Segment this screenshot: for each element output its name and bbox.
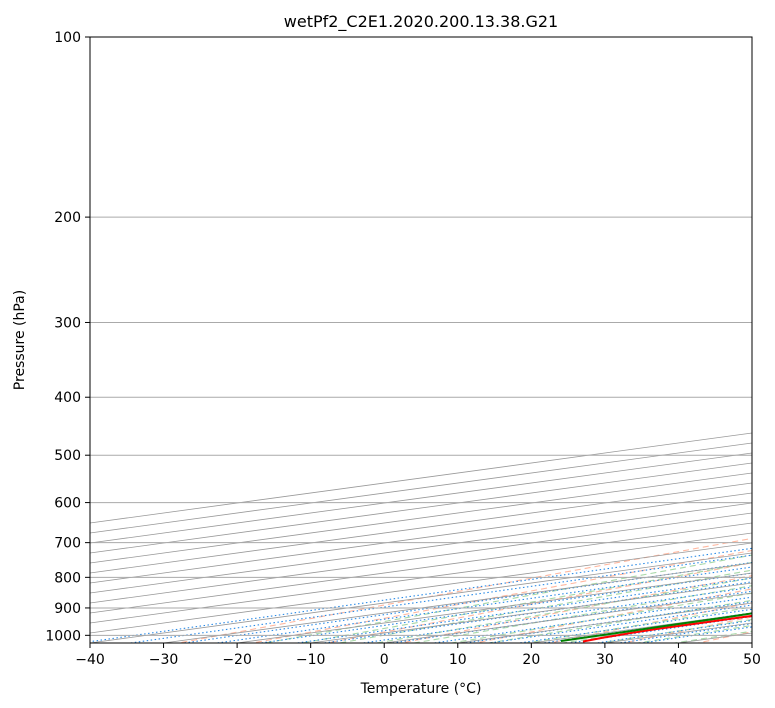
y-tick-label: 600 <box>54 496 81 512</box>
mixing-ratio-line <box>90 547 752 643</box>
isotherm-line <box>90 442 752 534</box>
isotherm-line <box>678 632 752 643</box>
dry-adiabats <box>175 24 775 648</box>
moist-adiabat-line <box>410 585 752 643</box>
x-axis-label: Temperature (°C) <box>360 681 482 697</box>
isotherm-line <box>90 532 752 624</box>
dry-adiabat-line <box>472 588 752 643</box>
moist-adiabat-line <box>670 630 752 643</box>
moist-adiabat-line <box>559 612 752 643</box>
mixing-ratio-line <box>592 619 752 643</box>
dry-adiabat-line <box>546 602 752 643</box>
isotherm-line <box>90 452 752 544</box>
x-tick-label: 40 <box>670 652 688 668</box>
x-tick-label: 30 <box>596 652 614 668</box>
dry-adiabat-line <box>175 537 752 643</box>
y-tick-label: 300 <box>54 315 81 331</box>
isotherm-line <box>751 642 752 643</box>
isotherm-line <box>604 622 752 643</box>
moist-adiabat-line <box>485 599 752 643</box>
mixing-ratio-line <box>213 566 752 643</box>
x-tick-label: 10 <box>449 652 467 668</box>
chart-title: wetPf2_C2E1.2020.200.13.38.G21 <box>284 12 558 32</box>
y-axis-label: Pressure (hPa) <box>12 290 28 390</box>
moist-adiabat-line <box>596 618 752 643</box>
y-tick-label: 500 <box>54 448 81 464</box>
y-tick-label: 200 <box>54 210 81 226</box>
mixing-ratio-line <box>319 581 752 643</box>
moist-adiabat-line <box>373 577 752 643</box>
plot-area: 0.10.20.40.611.52346810131620253036-100-… <box>90 24 775 648</box>
y-tick-label: 100 <box>54 30 81 46</box>
x-tick-label: 20 <box>522 652 540 668</box>
isotherm-line <box>90 522 752 614</box>
dry-adiabat-line <box>695 631 752 643</box>
dry-adiabat-line <box>621 616 752 643</box>
dry-adiabat-line <box>398 575 752 643</box>
moist-adiabat-line <box>262 554 752 643</box>
isotherm-line <box>457 602 752 643</box>
x-tick-label: −30 <box>149 652 179 668</box>
isotherms <box>90 432 752 643</box>
mixing-ratio-line <box>615 623 752 643</box>
moist-adiabats <box>262 554 752 643</box>
isotherm-line <box>163 562 752 643</box>
y-tick-label: 800 <box>54 570 81 586</box>
plot-frame <box>89 36 753 644</box>
isotherm-line <box>90 492 752 584</box>
x-tick-label: 50 <box>743 652 761 668</box>
isotherm-line <box>310 582 752 643</box>
mixing-ratio-line <box>256 572 752 643</box>
y-tick-label: 1000 <box>45 628 81 644</box>
isotherm-line <box>90 432 752 524</box>
dry-adiabat-line <box>250 549 752 643</box>
isotherm-line <box>90 542 752 634</box>
mixing-ratio-line <box>180 561 752 643</box>
x-tick-label: 0 <box>380 652 389 668</box>
isotherm-line <box>90 472 752 564</box>
x-tick-label: −40 <box>75 652 105 668</box>
isotherm-line <box>90 552 752 643</box>
dewpoint-profile <box>560 612 752 642</box>
isotherm-line <box>90 502 752 594</box>
isotherm-line <box>237 572 752 643</box>
y-axis-ticks: 100 200 300 400 500 600 700 800 900 1000 <box>45 30 90 644</box>
x-tick-label: −20 <box>222 652 252 668</box>
profiles <box>560 612 752 643</box>
isotherm-line <box>90 462 752 554</box>
x-axis-ticks: −40 −30 −20 −10 0 10 20 30 40 50 <box>75 643 761 668</box>
x-tick-label: −10 <box>296 652 326 668</box>
mixing-ratio-lines <box>90 547 752 643</box>
mixing-ratio-line <box>126 554 752 643</box>
isotherm-line <box>90 482 752 574</box>
moist-adiabat-line <box>448 592 752 643</box>
y-tick-label: 900 <box>54 601 81 617</box>
moist-adiabat-line <box>299 561 752 643</box>
temperature-profile <box>582 614 752 643</box>
dry-adiabat-line <box>749 24 775 648</box>
y-tick-label: 400 <box>54 390 81 406</box>
y-tick-label: 700 <box>54 536 81 552</box>
isobars <box>90 37 752 636</box>
isotherm-line <box>90 512 752 604</box>
